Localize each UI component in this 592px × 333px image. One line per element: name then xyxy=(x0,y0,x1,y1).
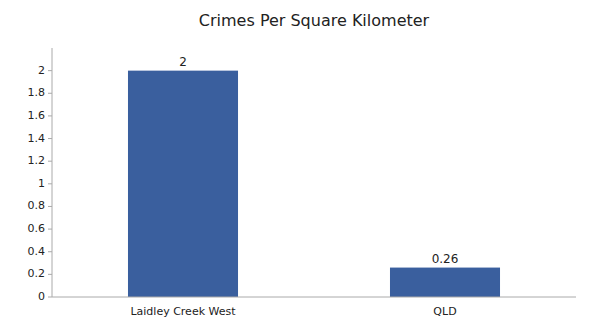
y-tick xyxy=(48,93,52,94)
bars xyxy=(128,71,500,297)
y-tick-label: 1.6 xyxy=(28,109,46,122)
bar xyxy=(128,71,238,297)
chart-container: Crimes Per Square Kilometer 0 0.2 0.4 0.6 0.8… xyxy=(0,0,592,333)
y-axis-line xyxy=(52,48,53,297)
y-tick xyxy=(48,274,52,275)
y-tick xyxy=(48,161,52,162)
y-tick xyxy=(48,206,52,207)
y-tick xyxy=(48,229,52,230)
y-tick-label: 0.8 xyxy=(28,199,46,212)
y-tick xyxy=(48,70,52,71)
chart-svg: Crimes Per Square Kilometer 0 0.2 0.4 0.6 0.8… xyxy=(0,0,592,333)
y-tick-label: 1.4 xyxy=(28,132,46,145)
y-tick-label: 2 xyxy=(38,64,45,77)
data-label: 2 xyxy=(179,55,187,69)
y-tick-label: 0 xyxy=(38,290,45,303)
y-tick-label: 1.2 xyxy=(28,154,46,167)
y-tick-label: 1 xyxy=(38,177,45,190)
y-tick-label: 0.6 xyxy=(28,222,46,235)
y-tick-label: 1.8 xyxy=(28,86,46,99)
bar xyxy=(390,268,500,297)
data-label: 0.26 xyxy=(432,252,459,266)
y-tick xyxy=(48,115,52,116)
x-tick-label: Laidley Creek West xyxy=(130,305,236,318)
x-axis-line xyxy=(52,297,576,298)
y-tick xyxy=(48,183,52,184)
chart-title: Crimes Per Square Kilometer xyxy=(199,11,430,30)
y-tick-label: 0.2 xyxy=(28,267,46,280)
y-tick xyxy=(48,251,52,252)
y-tick-label: 0.4 xyxy=(28,245,46,258)
y-tick xyxy=(48,297,52,298)
y-tick xyxy=(48,138,52,139)
x-tick-label: QLD xyxy=(433,305,456,318)
